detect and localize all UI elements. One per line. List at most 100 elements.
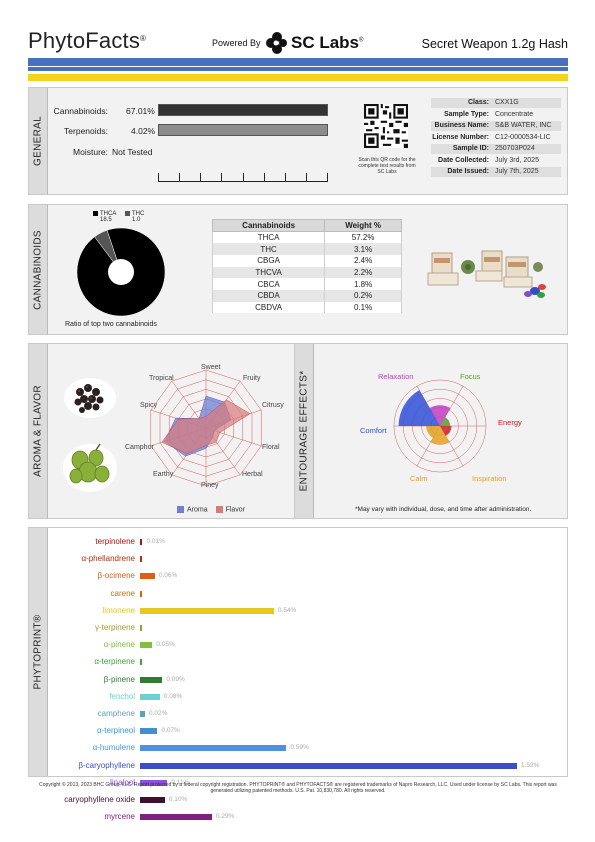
terpene-name: β-caryophyllene	[78, 760, 135, 770]
aroma-flavor-radar-chart	[150, 369, 262, 487]
yellow-stripe	[28, 74, 568, 81]
qr-caption: Scan this QR code for the complete test …	[358, 157, 416, 175]
info-row-business-name: Business Name: S&B WATER, INC	[431, 121, 561, 131]
qr-code[interactable]	[364, 104, 408, 148]
terpene-name: caryophyllene oxide	[64, 795, 135, 804]
terpene-name: γ-terpinene	[94, 623, 135, 632]
terpene-name: α-pinene	[103, 640, 135, 650]
terpene-name: terpinolene	[95, 537, 135, 546]
powered-by-label: Powered By	[212, 38, 261, 48]
terpene-name: β-ocimene	[97, 571, 135, 581]
effect-sector-focus	[440, 417, 451, 426]
pie-caption: Ratio of top two cannabinoids	[65, 321, 157, 328]
pie-legend-thc: THC 1.0	[125, 211, 144, 223]
effect-label-relaxation: Relaxation	[378, 372, 414, 381]
pie-center-hole	[108, 259, 134, 285]
report-header: PhytoFacts® Powered By SC Labs® Secret W…	[28, 28, 568, 58]
effect-label-comfort: Comfort	[360, 426, 387, 435]
aroma-section: AROMA & FLAVOR ENTOURAGE EFFECTS*	[28, 343, 568, 519]
sc-labs-logo-icon	[266, 32, 287, 54]
axis-label-tropical: Tropical	[149, 375, 174, 382]
phytoprint-panel	[48, 528, 567, 776]
terpene-percent: 0.05%	[156, 641, 175, 649]
lab-mark: ®	[359, 37, 364, 44]
terpene-bar	[140, 711, 145, 717]
terpene-name: fenchol	[109, 691, 135, 701]
terpene-percent: 0.09%	[166, 675, 185, 683]
radar-legend: Aroma Flavor	[177, 506, 245, 513]
cannabinoids-value: 67.01%	[126, 106, 155, 116]
terpene-percent: 0.02%	[148, 710, 168, 717]
axis-label-sweet: Sweet	[201, 364, 221, 371]
terpene-bar	[140, 693, 160, 700]
effect-label-focus: Focus	[460, 372, 481, 381]
effect-sector-energy	[440, 426, 452, 436]
phytoprint-section-label: PHYTOPRINT®	[29, 528, 48, 776]
terpene-name: β-pinene	[103, 674, 135, 684]
entourage-axis-line	[416, 425, 441, 466]
effect-sector-calm	[426, 426, 440, 438]
axis-label-fruity: Fruity	[243, 375, 261, 382]
terpene-bar	[140, 590, 142, 597]
terpene-bar	[140, 607, 274, 614]
entourage-axis-line	[439, 386, 464, 427]
blue-stripe	[28, 58, 568, 66]
effect-label-calm: Calm	[410, 474, 428, 483]
axis-label-citrusy: Citrusy	[262, 402, 284, 409]
moisture-scale	[158, 172, 328, 182]
peppercorn-image	[64, 378, 116, 418]
table-row: CBDVA 0.1%	[211, 301, 402, 314]
terpene-name: carene	[110, 588, 135, 598]
terpene-bar	[140, 762, 517, 769]
effect-sector-relaxation	[429, 405, 451, 426]
terpene-name: myrcene	[104, 812, 135, 822]
terpene-percent: 0.06%	[158, 572, 178, 580]
axis-label-piney: Piney	[201, 482, 219, 489]
moisture-label: Moisture:	[73, 147, 108, 157]
terpene-bar	[140, 539, 143, 545]
table-row: THCVA 2.2%	[211, 266, 402, 279]
terpene-bar	[140, 779, 168, 786]
sc-labs-wordmark: SC Labs®	[291, 33, 363, 53]
terpene-bar	[140, 556, 142, 563]
lab-name: SC Labs	[291, 33, 360, 52]
axis-label-earthy: Earthy	[153, 471, 174, 478]
terpene-name: camphene	[97, 709, 135, 718]
terpene-bar	[140, 814, 212, 821]
effect-label-inspiration: Inspiration	[472, 474, 507, 483]
section-divider	[294, 344, 295, 518]
hops-image	[63, 443, 117, 492]
entourage-section-label: ENTOURAGE EFFECTS*	[295, 344, 314, 518]
info-row-date-issued: Date Issued: July 7th, 2025	[431, 167, 561, 177]
cannabinoids-table: Cannabinoids Weight % THCA 57.2% THC 3.1% …	[211, 219, 402, 314]
terpene-percent: 0.01%	[146, 538, 165, 545]
general-label: GENERAL	[29, 88, 48, 194]
flavor-polygon	[161, 399, 251, 455]
table-row: CBGA 2.4%	[211, 254, 402, 267]
product-packaging-image	[427, 250, 546, 298]
brand-mark: ®	[140, 34, 147, 43]
blue-stripe-thin	[28, 67, 568, 71]
terpene-bar	[140, 797, 165, 803]
terpene-bar	[140, 625, 142, 631]
axis-label-herbal: Herbal	[242, 471, 263, 478]
terpene-bar	[140, 676, 163, 683]
effect-sector-comfort	[398, 390, 440, 426]
terpene-name: α-terpinene	[94, 657, 135, 667]
axis-label-camphor: Camphor	[125, 444, 154, 451]
col-header-cannabinoids: Cannabinoids	[211, 219, 326, 232]
table-row: THC 3.1%	[211, 243, 402, 255]
terpenoids-bar	[158, 124, 328, 136]
terpene-percent: 0.07%	[161, 727, 180, 735]
terpene-bar	[140, 573, 155, 580]
entourage-note: *May vary with individual, dose, and tim…	[355, 506, 532, 513]
axis-label-spicy: Spicy	[140, 402, 158, 409]
pie-legend-thca: THCA 18.5	[93, 211, 116, 223]
legend-aroma: Aroma	[187, 506, 208, 514]
effect-sector-inspiration	[430, 426, 450, 445]
table-row: CBCA 1.8%	[211, 278, 402, 290]
terpene-name: limonene	[102, 605, 135, 615]
terpene-percent: 0.54%	[277, 606, 297, 614]
terpene-percent: 0.11%	[171, 778, 190, 786]
info-row-sample-type: Sample Type: Concentrate	[444, 110, 534, 118]
